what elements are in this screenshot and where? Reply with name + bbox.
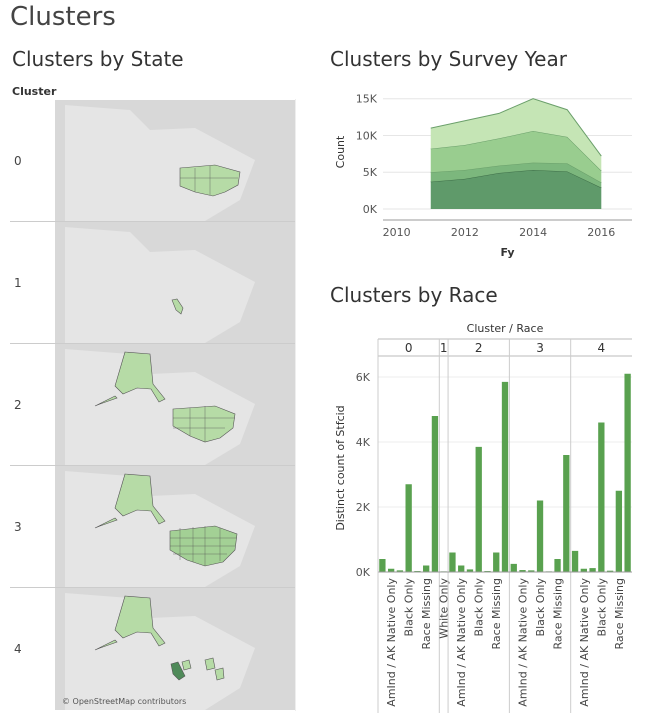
race-category-label: AmInd / AK Native Only [517,578,530,707]
race-bar [615,490,623,572]
race-bar [458,565,465,572]
area-series-line-2 [430,130,602,172]
x-axis-title: Fy [500,246,514,259]
state-map-cluster-0[interactable] [55,100,295,221]
area-series-1 [430,162,602,188]
y-tick-label: 2K [356,501,371,514]
race-bar [571,550,579,572]
race-bar [589,568,596,572]
state-map-cluster-2[interactable] [55,344,295,465]
race-bar [563,455,570,572]
race-bar [598,422,605,572]
race-category-label: White Only [438,578,451,639]
race-bar [510,563,517,572]
cluster-row-label-2: 2 [14,398,22,412]
area-series-line-3 [430,98,602,157]
race-category-label: AmInd / AK Native Only [385,578,398,707]
race-bar [536,500,544,572]
area-series-0 [430,170,602,209]
race-category-label: Black Only [534,578,547,637]
y-tick-label: 5K [363,166,378,179]
race-bar [624,373,631,572]
area-series-2 [430,131,602,183]
cluster-header-label: 0 [405,341,413,355]
cluster-header-label: 1 [440,341,448,355]
map-cluster-1-svg [55,222,295,343]
state-map-cluster-4[interactable] [55,588,295,710]
cluster-column-header: Cluster [12,85,57,98]
y-tick-label: 15K [356,93,378,106]
y-axis-title: Distinct count of Stfcid [334,405,347,530]
page-title: Clusters [10,2,116,32]
race-section-title: Clusters by Race [330,283,498,307]
race-category-label: Race Missing [420,578,433,649]
map-cluster-0-svg [55,100,295,221]
cluster-row-label-1: 1 [14,276,22,290]
y-tick-label: 6K [356,371,371,384]
cluster-row-label-0: 0 [14,154,22,168]
area-series-3 [430,98,602,171]
race-bar [431,416,439,572]
y-tick-label: 4K [356,436,371,449]
race-category-label: Race Missing [490,578,503,649]
race-bar [554,559,561,572]
map-cluster-2-svg [55,344,295,465]
cluster-row-label-4: 4 [14,642,22,656]
race-bar-chart[interactable]: Cluster / Race 0K 2K 4K 6K 0 AmInd / AK Native… [330,315,640,715]
race-bar [379,559,386,572]
race-bar [501,381,509,572]
x-tick-label: 2010 [383,226,411,239]
race-category-label: AmInd / AK Native Only [455,578,468,707]
y-tick-label: 0K [356,566,371,579]
race-category-label: Black Only [403,578,416,637]
race-bar [493,552,500,572]
race-category-label: Black Only [595,578,608,637]
x-tick-label: 2016 [587,226,615,239]
map-cluster-3-svg [55,466,295,587]
race-bar [405,484,412,572]
race-bar [580,568,587,572]
race-category-label: AmInd / AK Native Only [578,578,591,707]
x-tick-label: 2012 [451,226,479,239]
cluster-header-label: 3 [536,341,544,355]
race-bar [396,570,404,572]
area-series-line-1 [430,162,602,183]
y-tick-label: 10K [356,129,378,142]
race-category-label: Race Missing [552,578,565,649]
map-cluster-4-svg [55,588,295,710]
race-bar [606,570,614,572]
race-bar [387,568,395,572]
race-bar [449,552,456,572]
map-attribution: © OpenStreetMap contributors [62,697,187,706]
x-tick-label: 2014 [519,226,547,239]
race-bar [528,570,535,572]
race-category-label: Race Missing [613,578,626,649]
state-map-cluster-1[interactable] [55,222,295,343]
state-section-title: Clusters by State [12,47,184,71]
y-axis-title: Count [334,135,347,168]
year-section-title: Clusters by Survey Year [330,47,567,71]
y-tick-label: 0K [363,203,378,216]
race-bar [423,565,430,572]
race-bar [466,569,474,572]
cluster-row-label-3: 3 [14,520,22,534]
year-area-chart[interactable]: 0K 5K 10K 15K 2010 2012 2014 2016 Fy Count [330,78,640,263]
cluster-header-label: 2 [475,341,483,355]
race-header: Cluster / Race [467,322,544,335]
state-map-cluster-3[interactable] [55,466,295,587]
state-map-panel [10,99,296,711]
cluster-header-label: 4 [598,341,606,355]
race-bar [475,446,482,572]
race-bar [519,570,526,572]
race-category-label: Black Only [473,578,486,637]
